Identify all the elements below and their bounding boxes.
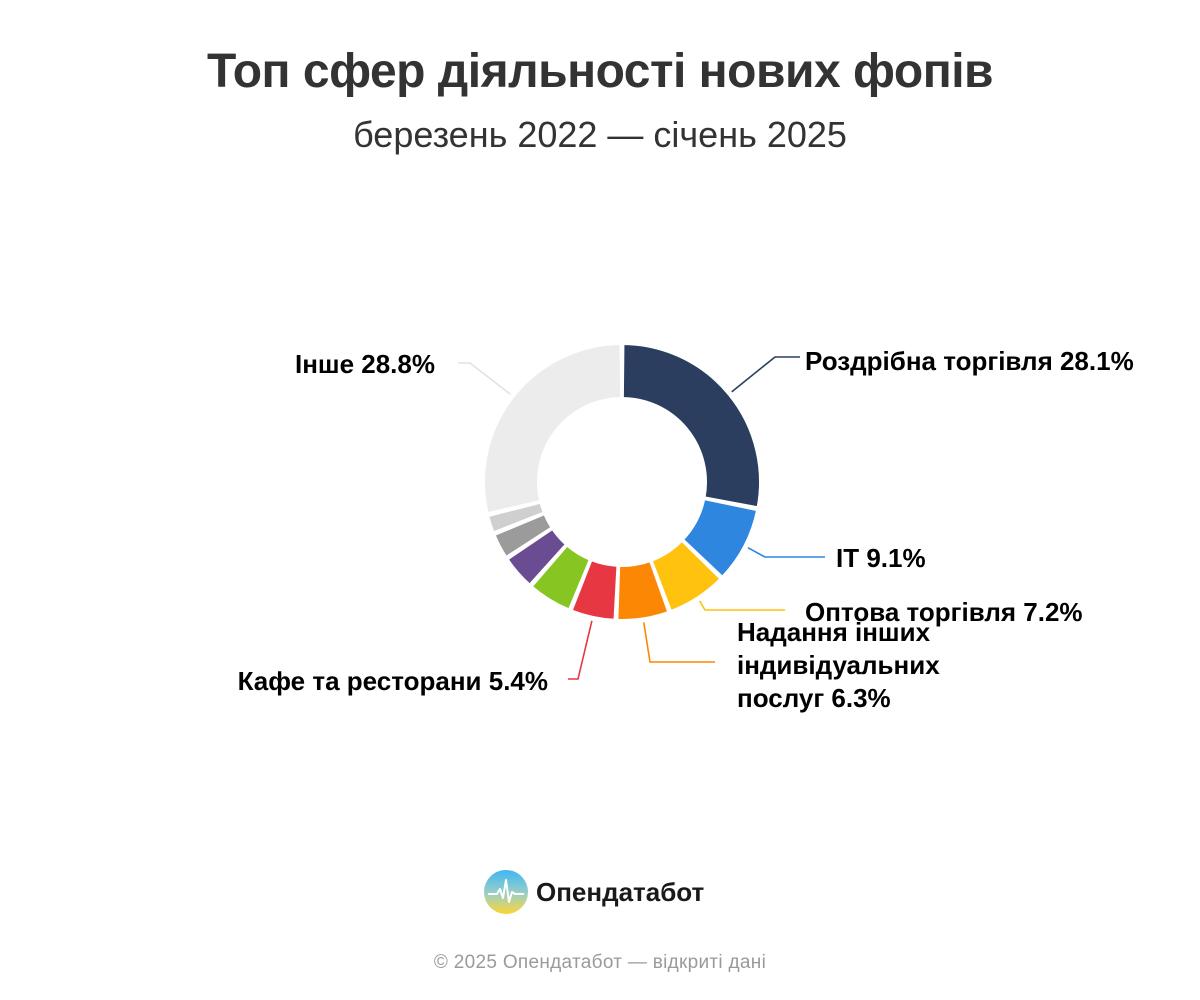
- donut-slice-3: [616, 560, 670, 621]
- donut-slice-7: [493, 513, 553, 558]
- donut-slice-2: [650, 539, 722, 613]
- donut-slice-9: [483, 343, 623, 515]
- leader-line-4: [568, 620, 593, 680]
- donut-slice-5: [530, 544, 591, 611]
- chart-subtitle: березень 2022 — січень 2025: [353, 114, 847, 155]
- chart-title: Топ сфер діяльності нових фопів: [206, 45, 994, 98]
- donut-slice-0: [621, 343, 761, 509]
- brand: Опендатабот: [484, 870, 704, 914]
- leader-line-1: [747, 546, 825, 558]
- slice-label-0: Роздрібна торгівля 28.1%: [805, 346, 1134, 376]
- slice-label-9: Інше 28.8%: [295, 349, 435, 379]
- donut-slice-8: [487, 501, 545, 534]
- leader-line-3: [642, 622, 715, 663]
- donut-slice-6: [506, 528, 567, 586]
- leader-line-0: [731, 356, 800, 393]
- brand-name: Опендатабот: [536, 876, 705, 907]
- leader-line-9: [458, 362, 511, 395]
- slice-label-4: Кафе та ресторани 5.4%: [238, 666, 548, 696]
- donut-slice-4: [570, 559, 619, 621]
- donut-slice-1: [682, 498, 759, 578]
- opendatabot-logo-icon: [484, 870, 528, 914]
- slice-label-3: Надання інших індивідуальних послуг 6.3%: [737, 617, 940, 713]
- slice-label-2: Оптова торгівля 7.2%: [805, 597, 1083, 627]
- slice-label-1: IT 9.1%: [836, 543, 926, 573]
- footer-copyright: © 2025 Опендатабот — відкриті дані: [433, 952, 767, 973]
- leader-line-2: [698, 600, 785, 611]
